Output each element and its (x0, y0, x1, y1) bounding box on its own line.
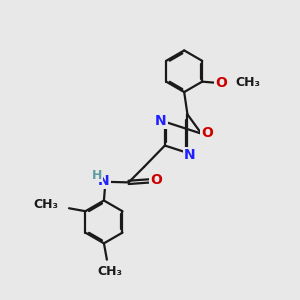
Text: N: N (155, 114, 167, 128)
Text: N: N (184, 148, 196, 162)
Text: CH₃: CH₃ (34, 198, 58, 211)
Text: H: H (92, 169, 102, 182)
Text: N: N (98, 174, 110, 188)
Text: CH₃: CH₃ (98, 265, 122, 278)
Text: CH₃: CH₃ (235, 76, 260, 89)
Text: O: O (201, 126, 213, 140)
Text: O: O (150, 173, 162, 187)
Text: O: O (216, 76, 227, 89)
